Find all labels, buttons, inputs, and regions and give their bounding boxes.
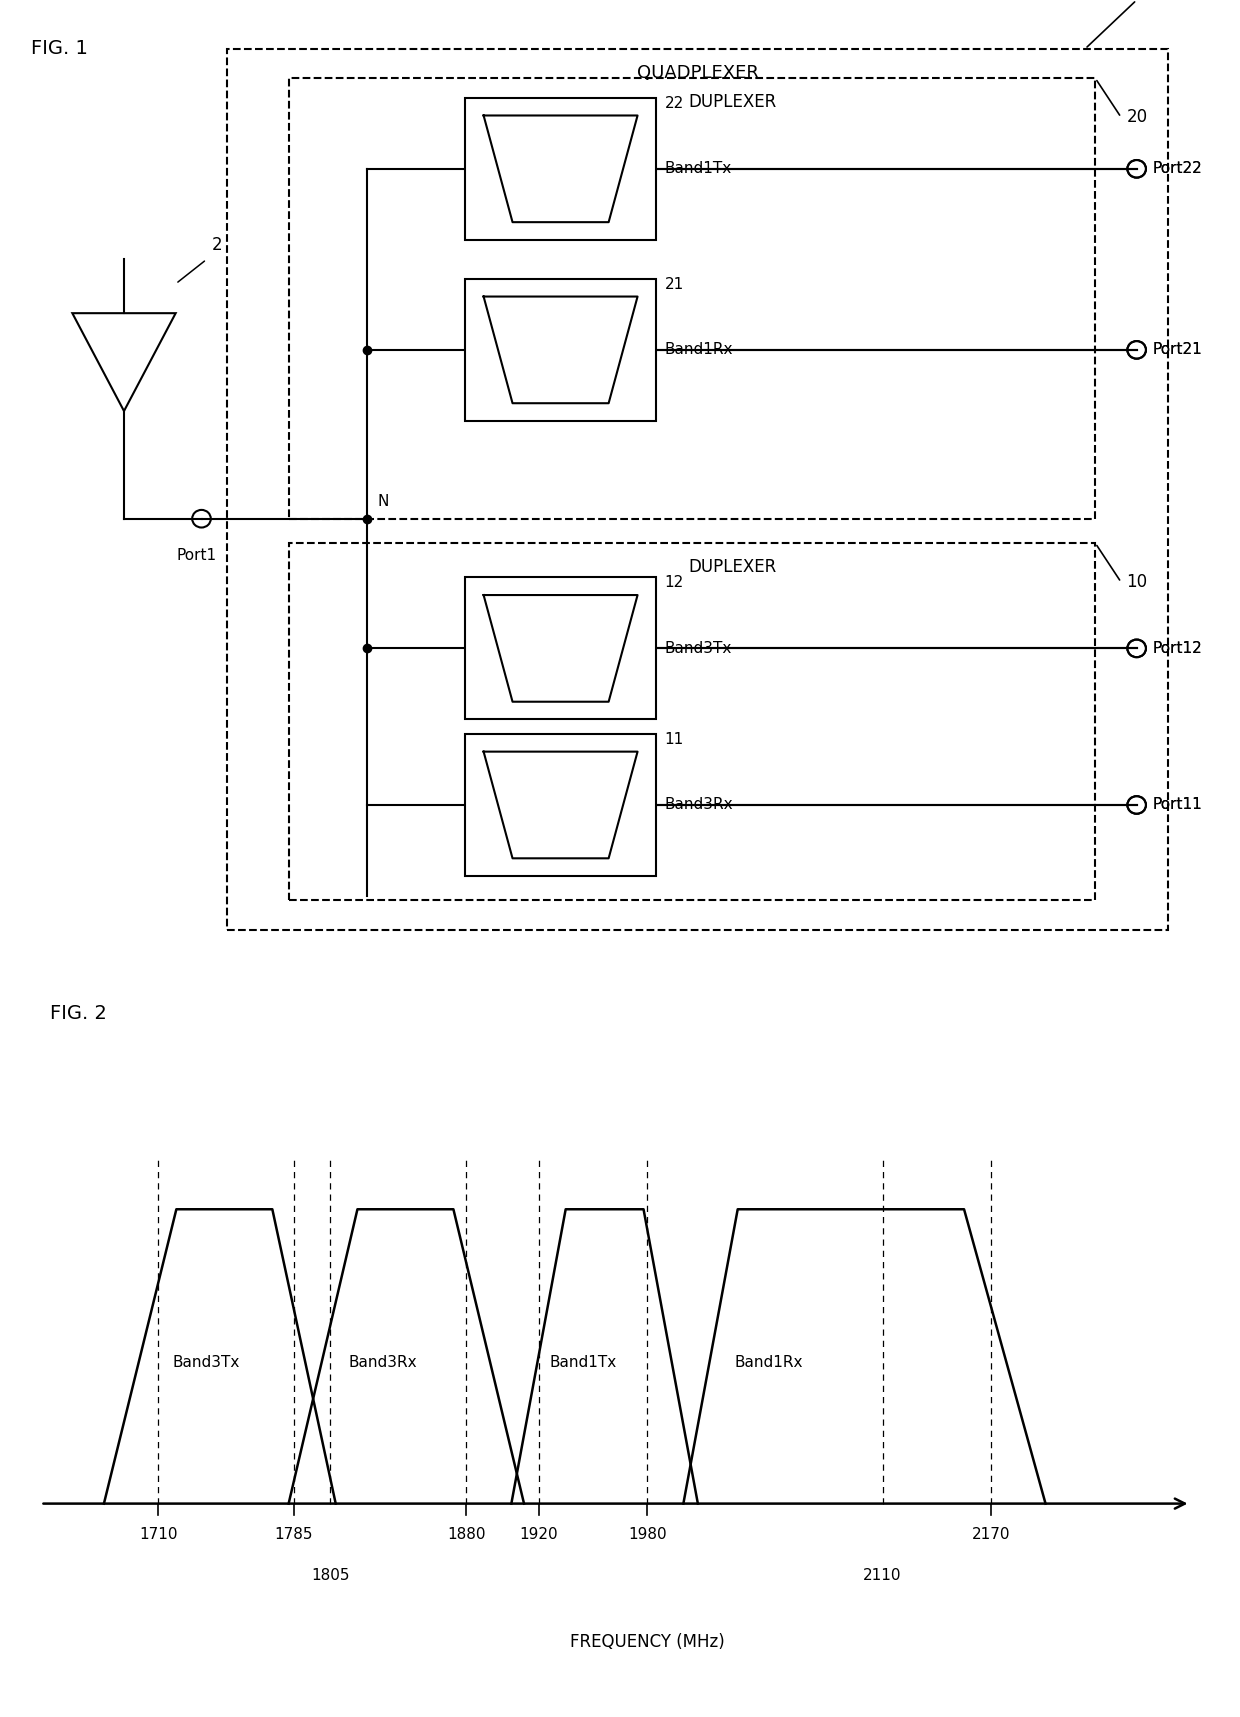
- Text: FREQUENCY (MHz): FREQUENCY (MHz): [570, 1633, 724, 1652]
- Text: Port21: Port21: [1152, 342, 1202, 357]
- FancyBboxPatch shape: [289, 79, 1095, 519]
- Text: 1805: 1805: [311, 1568, 350, 1583]
- Text: Band1Tx: Band1Tx: [665, 161, 732, 177]
- Text: Band3Tx: Band3Tx: [665, 640, 732, 656]
- FancyBboxPatch shape: [227, 50, 1168, 931]
- Text: Port21: Port21: [1152, 342, 1202, 357]
- Text: 1785: 1785: [275, 1526, 314, 1542]
- Text: 22: 22: [665, 96, 683, 112]
- Text: 2110: 2110: [863, 1568, 901, 1583]
- Text: Port12: Port12: [1152, 640, 1202, 656]
- Text: Port11: Port11: [1152, 797, 1202, 812]
- Text: FIG. 2: FIG. 2: [50, 1004, 107, 1023]
- Text: QUADPLEXER: QUADPLEXER: [636, 64, 759, 82]
- Text: 10: 10: [1126, 573, 1147, 591]
- FancyBboxPatch shape: [289, 543, 1095, 900]
- Text: 2: 2: [212, 237, 222, 254]
- Text: 20: 20: [1126, 108, 1147, 127]
- Text: DUPLEXER: DUPLEXER: [688, 558, 776, 575]
- Text: Port11: Port11: [1152, 797, 1202, 812]
- Text: 1920: 1920: [520, 1526, 558, 1542]
- FancyBboxPatch shape: [465, 577, 656, 719]
- Text: 1710: 1710: [139, 1526, 177, 1542]
- Text: 1980: 1980: [627, 1526, 666, 1542]
- Text: Port22: Port22: [1152, 161, 1202, 177]
- Text: 11: 11: [665, 731, 683, 747]
- Text: Port12: Port12: [1152, 640, 1202, 656]
- Text: FIG. 1: FIG. 1: [31, 39, 88, 58]
- Text: 2170: 2170: [972, 1526, 1011, 1542]
- Text: Port1: Port1: [176, 548, 217, 563]
- Text: 1880: 1880: [446, 1526, 485, 1542]
- Text: N: N: [377, 494, 388, 508]
- Text: Band1Rx: Band1Rx: [665, 342, 733, 357]
- Text: Band3Tx: Band3Tx: [172, 1355, 241, 1370]
- FancyBboxPatch shape: [465, 278, 656, 421]
- Text: Band3Rx: Band3Rx: [348, 1355, 417, 1370]
- FancyBboxPatch shape: [465, 98, 656, 240]
- Text: Port22: Port22: [1152, 161, 1202, 177]
- Text: Band1Rx: Band1Rx: [734, 1355, 802, 1370]
- Text: 21: 21: [665, 276, 683, 292]
- Text: Band1Tx: Band1Tx: [549, 1355, 616, 1370]
- FancyBboxPatch shape: [465, 735, 656, 876]
- Text: 12: 12: [665, 575, 683, 591]
- Text: DUPLEXER: DUPLEXER: [688, 93, 776, 112]
- Text: Band3Rx: Band3Rx: [665, 797, 733, 812]
